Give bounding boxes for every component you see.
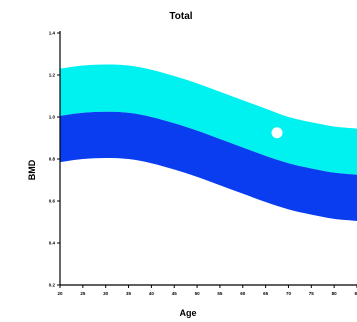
patient-points xyxy=(271,127,283,139)
x-tick-label: 40 xyxy=(149,291,155,296)
y-ticks: 0.2 0.4 0.6 0.8 1.0 1.2 1.4 xyxy=(49,31,60,288)
x-tick-label: 55 xyxy=(217,291,223,296)
x-tick-label: 80 xyxy=(332,291,338,296)
x-tick-label: 30 xyxy=(103,291,109,296)
y-tick-label: 0.6 xyxy=(49,199,56,204)
y-tick-label: 0.8 xyxy=(49,157,56,162)
y-tick-label: 0.2 xyxy=(49,283,56,288)
x-tick-label: 60 xyxy=(240,291,246,296)
x-axis-label: Age xyxy=(179,308,196,318)
patient-point xyxy=(271,127,283,139)
lower-reference-band xyxy=(60,111,357,221)
x-tick-label: 75 xyxy=(309,291,315,296)
y-tick-label: 0.4 xyxy=(49,241,56,246)
x-tick-label: 50 xyxy=(195,291,201,296)
x-ticks: 20 25 30 35 40 45 50 55 60 65 70 75 80 85 xyxy=(57,285,357,296)
x-tick-label: 70 xyxy=(286,291,292,296)
x-tick-label: 65 xyxy=(263,291,269,296)
chart-title: Total xyxy=(169,11,192,22)
y-tick-label: 1.2 xyxy=(49,73,56,78)
y-tick-label: 1.0 xyxy=(49,115,56,120)
upper-reference-band xyxy=(60,64,357,175)
y-tick-label: 1.4 xyxy=(49,31,56,36)
y-axis-label: BMD xyxy=(27,159,37,180)
x-tick-label: 45 xyxy=(172,291,178,296)
x-tick-label: 25 xyxy=(80,291,86,296)
x-tick-label: 35 xyxy=(126,291,132,296)
x-tick-label: 20 xyxy=(57,291,63,296)
x-tick-label: 85 xyxy=(354,291,357,296)
reference-bands xyxy=(60,64,357,221)
